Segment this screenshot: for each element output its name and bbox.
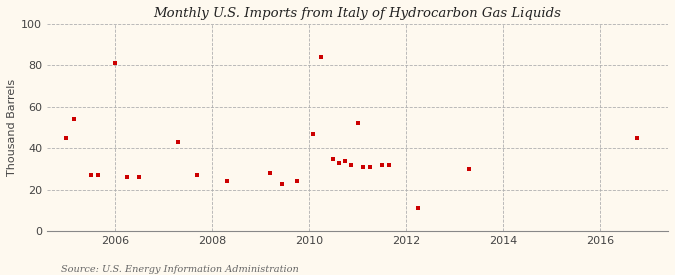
Point [192, 173, 202, 177]
Point [221, 179, 232, 184]
Text: Source: U.S. Energy Information Administration: Source: U.S. Energy Information Administ… [61, 265, 298, 274]
Point [316, 55, 327, 59]
Point [134, 175, 144, 180]
Point [340, 158, 351, 163]
Point [173, 140, 184, 144]
Point [464, 167, 475, 171]
Y-axis label: Thousand Barrels: Thousand Barrels [7, 79, 17, 176]
Point [92, 173, 103, 177]
Point [358, 165, 369, 169]
Point [346, 163, 356, 167]
Title: Monthly U.S. Imports from Italy of Hydrocarbon Gas Liquids: Monthly U.S. Imports from Italy of Hydro… [154, 7, 562, 20]
Point [328, 156, 339, 161]
Point [377, 163, 387, 167]
Point [109, 61, 120, 65]
Point [122, 175, 132, 180]
Point [364, 165, 375, 169]
Point [265, 171, 275, 175]
Point [352, 121, 363, 126]
Point [85, 173, 96, 177]
Point [61, 136, 72, 140]
Point [413, 206, 424, 211]
Point [631, 136, 642, 140]
Point [277, 181, 288, 186]
Point [383, 163, 394, 167]
Point [333, 161, 344, 165]
Point [68, 117, 79, 122]
Point [308, 131, 319, 136]
Point [292, 179, 302, 184]
